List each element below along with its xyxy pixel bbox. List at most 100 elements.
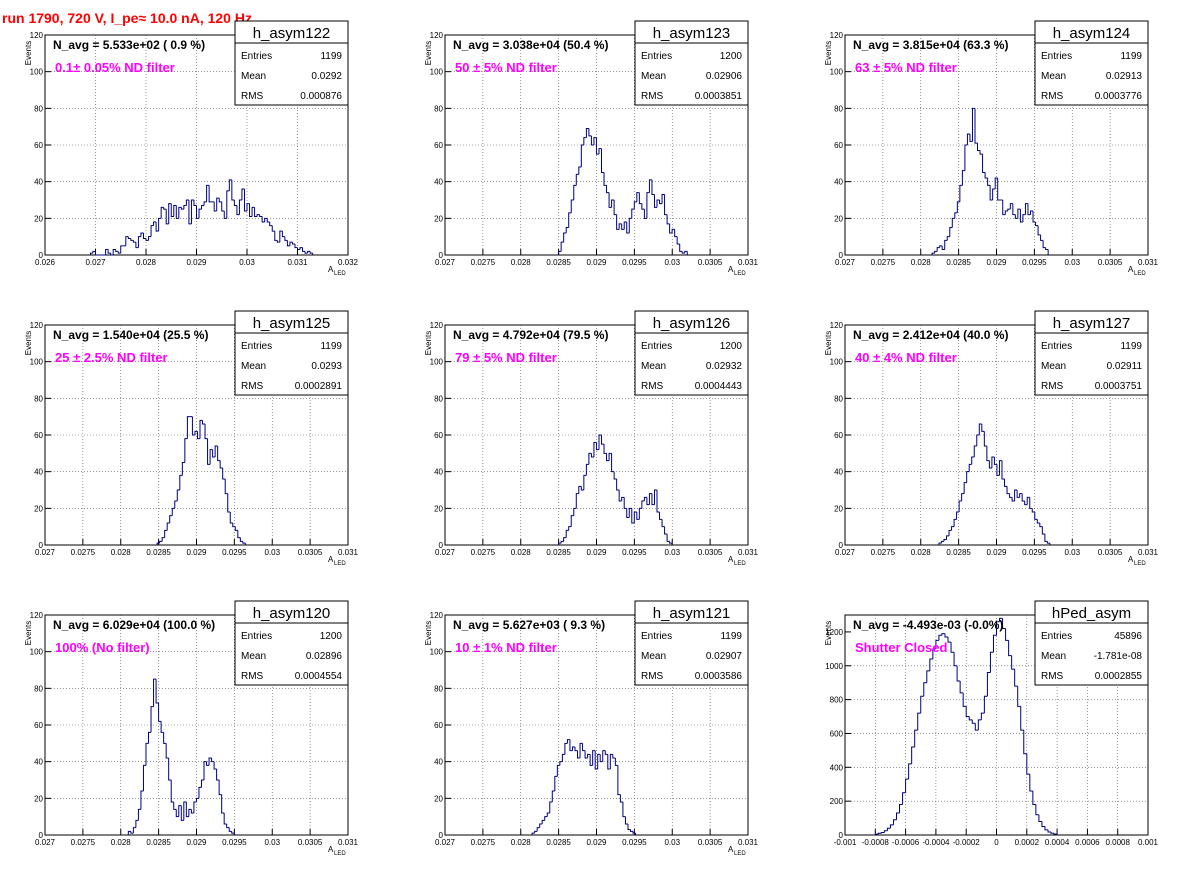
histogram-bin: [664, 194, 668, 216]
histogram-bin: [580, 144, 584, 167]
stats-value-mean: 0.02906: [706, 71, 743, 82]
histogram-bin: [594, 750, 598, 770]
navg-text: N_avg = 3.038e+04 (50.4 %): [453, 38, 608, 52]
histogram-name: h_asym120: [253, 605, 331, 622]
histogram-bin: [951, 217, 955, 228]
histogram-bin: [968, 463, 972, 472]
histogram-name: h_asym125: [253, 315, 331, 332]
y-tick-label: 80: [34, 684, 43, 693]
y-axis-label: Events: [424, 331, 433, 355]
x-tick-label: 0.0305: [698, 838, 723, 847]
stats-box: [1034, 622, 1149, 686]
histogram-bin: [539, 823, 543, 828]
histogram-bin: [1032, 211, 1036, 223]
histogram-bin: [170, 203, 174, 217]
histogram-bin: [193, 200, 197, 206]
histogram-bin: [939, 245, 943, 248]
histogram-bin: [623, 497, 627, 509]
x-tick-label: -0.0006: [892, 838, 920, 847]
histogram-bin: [953, 518, 957, 527]
histogram-bin: [216, 769, 220, 781]
histogram-bin: [175, 809, 179, 818]
histogram-bin: [996, 621, 1000, 636]
x-tick-label: 0.0305: [1098, 548, 1123, 557]
y-tick-label: 40: [34, 758, 43, 767]
y-tick-label: 120: [430, 31, 444, 40]
histogram-bin: [165, 743, 169, 759]
histogram-bin: [560, 241, 564, 252]
x-tick-label: 0.027: [85, 258, 106, 267]
histogram-bin: [651, 179, 655, 195]
y-tick-label: 60: [34, 141, 43, 150]
histogram-bin: [984, 172, 988, 179]
y-tick-label: 40: [834, 468, 843, 477]
histogram-bin: [239, 537, 243, 542]
histogram-bin: [983, 431, 987, 447]
histogram-bin: [626, 508, 630, 518]
histogram-bin: [889, 824, 894, 829]
filter-annotation: 25 ± 2.5% ND filter: [55, 350, 168, 365]
histogram-bin: [944, 239, 948, 250]
y-tick-label: 120: [30, 611, 44, 620]
histogram-bin: [575, 173, 579, 186]
x-tick-label: 0.03: [664, 258, 680, 267]
histogram-bin: [130, 238, 134, 241]
x-tick-label: 0.0275: [871, 548, 896, 557]
histogram-bin: [1024, 203, 1028, 215]
stats-key-mean: Mean: [241, 71, 266, 82]
histogram-bin: [223, 211, 227, 219]
histogram-bin: [684, 250, 688, 254]
histogram-bin: [105, 249, 109, 255]
x-tick-label: 0.0295: [622, 258, 647, 267]
y-tick-label: 0: [39, 541, 44, 550]
y-tick-label: 100: [430, 358, 444, 367]
histogram-bin: [669, 541, 673, 544]
x-tick-label: 0.0008: [1105, 838, 1130, 847]
histogram-bin: [575, 493, 579, 509]
histogram-bin: [983, 695, 988, 714]
histogram-bin: [627, 824, 631, 830]
histogram-bin: [938, 634, 942, 641]
histogram-bin: [251, 206, 255, 217]
histogram-panel-h_asym120: 0.027 0.0275 0.028 0.0285 0.029 0.0295 0.03 0.0…: [24, 600, 359, 857]
y-tick-label: 1000: [825, 662, 843, 671]
histogram-bin: [191, 416, 195, 436]
histogram-bin: [1041, 821, 1045, 828]
x-tick-label: -0.0008: [862, 838, 890, 847]
x-tick-label: 0.027: [435, 548, 456, 557]
x-tick-label: 0.031: [738, 258, 759, 267]
histogram-bin: [536, 827, 540, 832]
stats-value-rms: 0.0003751: [1095, 381, 1143, 392]
histogram-bin: [566, 739, 570, 744]
x-tick-label: 0.028: [511, 258, 532, 267]
histogram-bin: [588, 452, 592, 465]
histogram-bin: [173, 802, 177, 810]
x-axis-label-subscript: LED: [1134, 271, 1146, 277]
histogram-bin: [89, 252, 93, 255]
y-tick-label: 0: [839, 251, 844, 260]
x-tick-label: -0.0004: [922, 838, 950, 847]
x-tick-label: 0.0285: [546, 838, 571, 847]
histogram-bin: [110, 253, 114, 256]
histogram-bin: [145, 742, 149, 766]
histogram-bin: [646, 192, 650, 219]
histogram-bin: [236, 205, 240, 216]
navg-text: N_avg = 4.792e+04 (79.5 %): [453, 328, 608, 342]
histogram-bin: [877, 832, 882, 835]
x-tick-label: 0.03: [664, 838, 680, 847]
histogram-bin: [222, 468, 226, 480]
histogram-bin: [920, 695, 924, 714]
x-axis-label: A: [328, 265, 334, 274]
histogram-bin: [132, 240, 136, 243]
histogram-bin: [606, 453, 610, 462]
histogram-bin: [174, 500, 178, 509]
stats-value-rms: 0.0004554: [295, 671, 343, 682]
histogram-bin: [206, 761, 210, 766]
histogram-bin: [180, 805, 184, 821]
histogram-bin: [671, 228, 675, 233]
stats-value-entries: 1199: [320, 341, 342, 352]
run-title: run 1790, 720 V, I_pe≈ 10.0 nA, 120 Hz: [2, 10, 252, 26]
histogram-bin: [279, 230, 283, 243]
stats-value-entries: 1199: [1120, 341, 1142, 352]
histogram-bin: [234, 526, 238, 531]
